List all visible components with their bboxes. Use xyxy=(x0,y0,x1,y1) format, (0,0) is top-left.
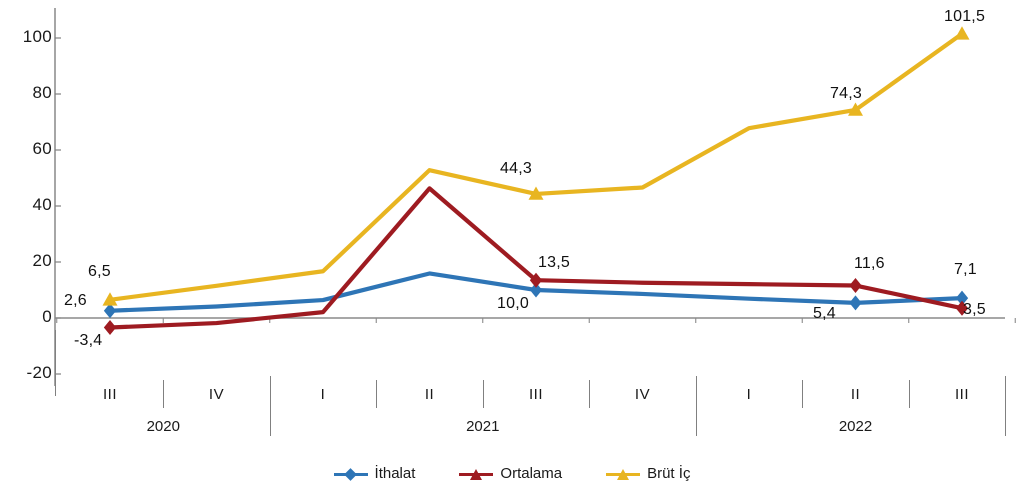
x-category-label: III xyxy=(528,386,543,403)
data-point-label: 2,6 xyxy=(64,292,87,309)
series-marker-1 xyxy=(529,272,543,288)
x-category-label: IV xyxy=(208,386,225,403)
data-point-label: 11,6 xyxy=(854,255,885,272)
data-point-label: 10,0 xyxy=(497,295,529,312)
quarter-separator xyxy=(802,380,804,408)
data-point-label: 3,5 xyxy=(963,301,986,318)
x-category-label: IV xyxy=(634,386,651,403)
axis-extension xyxy=(55,330,56,396)
y-tick-label: -20 xyxy=(26,363,52,382)
x-category-label: III xyxy=(954,386,969,403)
series-marker-0 xyxy=(103,303,117,319)
series-marker-0 xyxy=(955,290,969,306)
quarter-separator xyxy=(589,380,591,408)
x-category-label: I xyxy=(320,386,326,403)
axis-right-edge xyxy=(1005,376,1006,436)
legend-item[interactable]: Brüt İç xyxy=(606,465,690,482)
x-category-label: III xyxy=(102,386,117,403)
series-marker-2 xyxy=(528,186,544,200)
series-line-2 xyxy=(107,31,965,302)
data-point-label: 101,5 xyxy=(944,8,986,25)
triangle-marker-icon xyxy=(617,468,630,480)
diamond-marker-icon xyxy=(343,467,357,481)
data-point-label: 44,3 xyxy=(500,160,532,177)
chart-legend: İthalat Ortalama Brüt İç xyxy=(0,465,1024,482)
quarter-separator xyxy=(482,380,484,408)
series-marker-2 xyxy=(848,102,863,116)
series-marker-0 xyxy=(849,295,862,311)
legend-label: Ortalama xyxy=(500,465,563,482)
triangle-marker-icon xyxy=(470,468,483,480)
x-category-label: II xyxy=(424,386,435,403)
y-tick-label: 40 xyxy=(32,195,52,214)
series-marker-2 xyxy=(954,26,970,40)
quarter-separator xyxy=(376,380,378,408)
series-marker-1 xyxy=(849,278,862,294)
x-year-label: 2022 xyxy=(838,418,873,435)
y-tick-label: 100 xyxy=(22,27,52,46)
x-category-label: II xyxy=(850,386,861,403)
data-point-label: 74,3 xyxy=(830,85,862,102)
legend-swatch xyxy=(459,468,494,480)
data-point-label: 13,5 xyxy=(538,254,570,271)
year-separator xyxy=(695,376,697,436)
series-marker-1 xyxy=(955,300,969,316)
legend-item[interactable]: İthalat xyxy=(333,465,416,482)
legend-item[interactable]: Ortalama xyxy=(459,465,562,482)
legend-label: İthalat xyxy=(374,465,416,482)
quarter-separator xyxy=(163,380,165,408)
legend-label: Brüt İç xyxy=(647,465,691,482)
data-point-label: 6,5 xyxy=(88,263,111,280)
data-point-label: -3,4 xyxy=(74,332,103,349)
y-tick-label: 80 xyxy=(32,83,52,102)
x-category-label: I xyxy=(746,386,752,403)
series-marker-1 xyxy=(103,320,117,336)
x-year-label: 2021 xyxy=(466,418,500,435)
y-tick-label: 0 xyxy=(42,307,52,326)
series-marker-0 xyxy=(529,282,543,298)
y-tick-label: 20 xyxy=(32,251,52,270)
data-point-label: 5,4 xyxy=(813,305,836,322)
x-year-label: 2020 xyxy=(146,418,180,435)
legend-swatch xyxy=(606,468,641,480)
series-marker-2 xyxy=(102,292,118,306)
quarter-separator xyxy=(908,380,910,408)
data-point-label: 7,1 xyxy=(954,261,977,278)
legend-swatch xyxy=(333,467,368,481)
y-tick-label: 60 xyxy=(32,139,52,158)
year-separator xyxy=(269,376,271,436)
